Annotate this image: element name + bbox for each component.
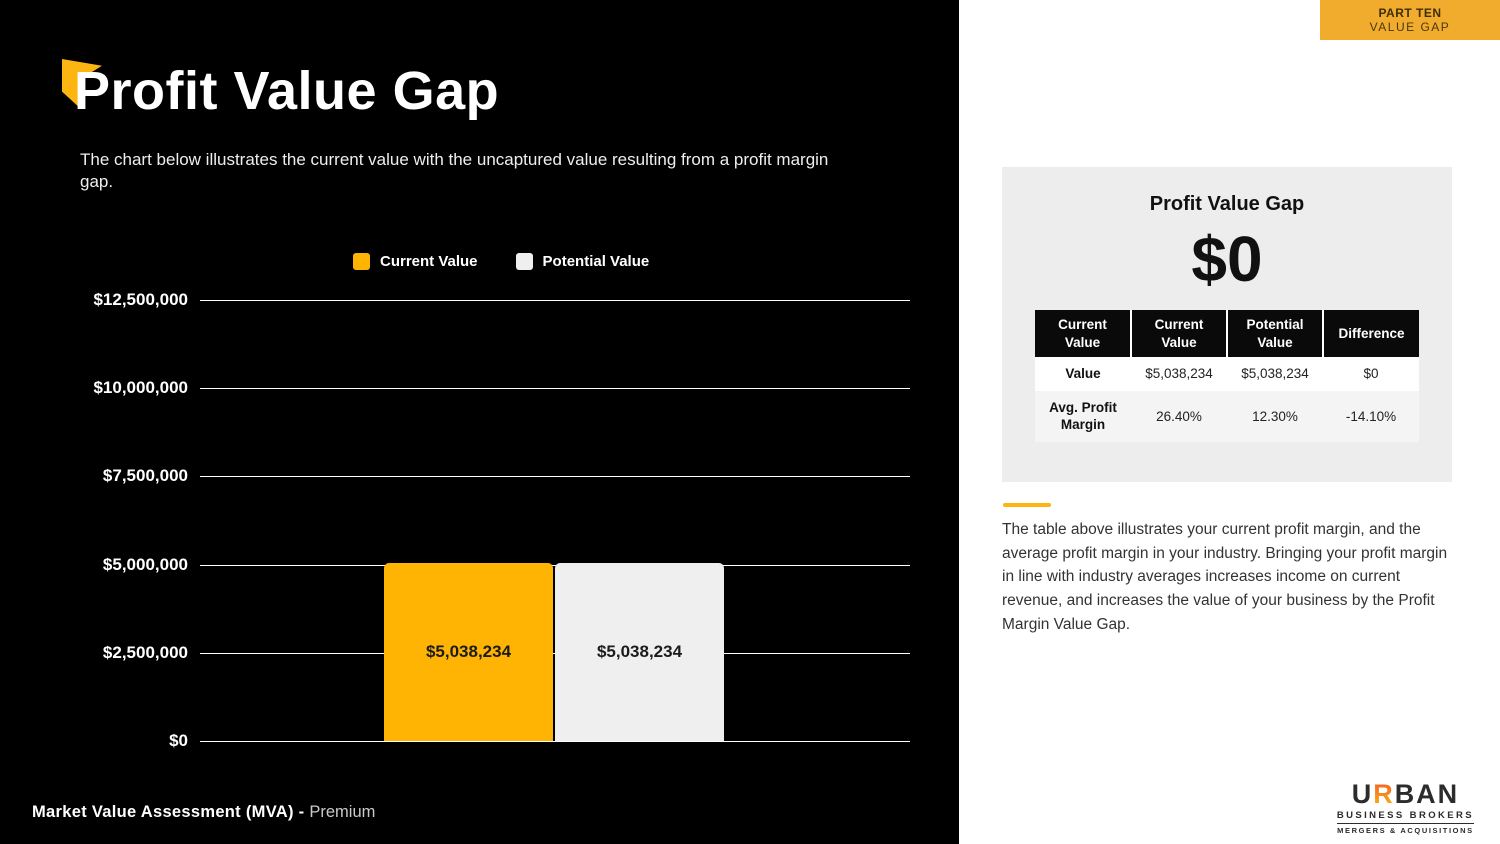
y-axis-tick-label: $2,500,000 — [102, 642, 188, 662]
badge-section-label: VALUE GAP — [1369, 20, 1451, 34]
gridline — [200, 741, 910, 742]
bar-value-label: $5,038,234 — [425, 642, 512, 661]
table-body: Value $5,038,234 $5,038,234 $0 Avg. Profit M… — [1035, 357, 1419, 442]
table-header-cell: Current Value — [1035, 310, 1132, 357]
table-cell: $5,038,234 — [1145, 366, 1213, 382]
table-cell: $0 — [1363, 366, 1379, 382]
legend-label: Current Value — [380, 253, 478, 270]
table-header-cell: Current Value — [1131, 310, 1228, 357]
footer-assessment-label: Market Value Assessment (MVA) - — [32, 803, 310, 821]
part-badge: PART TEN VALUE GAP — [1320, 0, 1500, 40]
logo-letter-u: U — [1351, 779, 1374, 809]
brand-logo: URBAN BUSINESS BROKERS MERGERS & ACQUISI… — [1336, 781, 1474, 835]
table-header-cell: Difference — [1323, 310, 1419, 357]
logo-letter-r: R — [1373, 779, 1395, 809]
bar-current-value: $5,038,234 — [384, 563, 553, 741]
legend-label: Potential Value — [542, 253, 650, 270]
table-header-row: Current Value Current Value Potential Valu… — [1035, 310, 1419, 357]
summary-card: Profit Value Gap $0 Current Value Current… — [1002, 167, 1452, 482]
badge-part-label: PART TEN — [1378, 6, 1442, 20]
logo-tagline-label: MERGERS & ACQUISITIONS — [1336, 823, 1474, 835]
table-row: Value $5,038,234 $5,038,234 $0 — [1035, 357, 1419, 391]
chart-legend: Current Value Potential Value — [353, 253, 649, 270]
gridline — [200, 300, 910, 301]
footer-text: Market Value Assessment (MVA) - Premium — [32, 803, 375, 822]
y-axis-tick-label: $10,000,000 — [93, 378, 188, 398]
left-panel: Profit Value Gap The chart below illustr… — [32, 59, 910, 822]
footer-tier-label: Premium — [309, 803, 376, 821]
y-axis-tick-label: $12,500,000 — [93, 290, 188, 309]
bar-potential-value: $5,038,234 — [555, 563, 724, 741]
bar-chart: $12,500,000 $10,000,000 $7,500,000 $5,000,0… — [88, 290, 910, 750]
description-text: The table above illustrates your current… — [1002, 521, 1448, 633]
legend-swatch-icon — [515, 253, 533, 270]
chart-subtitle: The chart below illustrates the current … — [80, 150, 829, 192]
gap-value: $0 — [1191, 223, 1263, 295]
bar-value-label: $5,038,234 — [596, 642, 683, 661]
page-title: Profit Value Gap — [74, 61, 500, 121]
table-cell: 12.30% — [1252, 408, 1298, 424]
summary-table: Current Value Current Value Potential Valu… — [1035, 310, 1419, 442]
table-cell: 26.40% — [1156, 408, 1202, 424]
logo-letters-ban: BAN — [1394, 779, 1460, 809]
card-title: Profit Value Gap — [1149, 193, 1305, 215]
legend-item-potential-value[interactable]: Potential Value — [515, 253, 650, 270]
table-cell: -14.10% — [1345, 408, 1397, 424]
accent-divider — [1003, 503, 1051, 507]
row-label-cell: Avg. Profit Margin — [1049, 399, 1117, 433]
legend-swatch-icon — [353, 253, 370, 270]
y-axis-tick-label: $0 — [169, 731, 188, 750]
y-axis-tick-label: $7,500,000 — [102, 466, 188, 486]
gridline — [200, 476, 910, 478]
row-label-cell: Value — [1065, 366, 1101, 381]
legend-item-current-value[interactable]: Current Value — [353, 253, 478, 270]
table-header-cell: Potential Value — [1227, 310, 1324, 357]
table-cell: $5,038,234 — [1241, 366, 1309, 382]
logo-sub-label: BUSINESS BROKERS — [1336, 810, 1474, 821]
gridline — [200, 388, 910, 390]
right-panel: PART TEN VALUE GAP Profit Value Gap $0 C… — [959, 0, 1500, 844]
table-row: Avg. Profit Margin 26.40% 12.30% -14.10% — [1035, 390, 1419, 442]
y-axis-tick-label: $5,000,000 — [102, 554, 188, 574]
logo-wordmark: URBAN — [1337, 781, 1474, 808]
